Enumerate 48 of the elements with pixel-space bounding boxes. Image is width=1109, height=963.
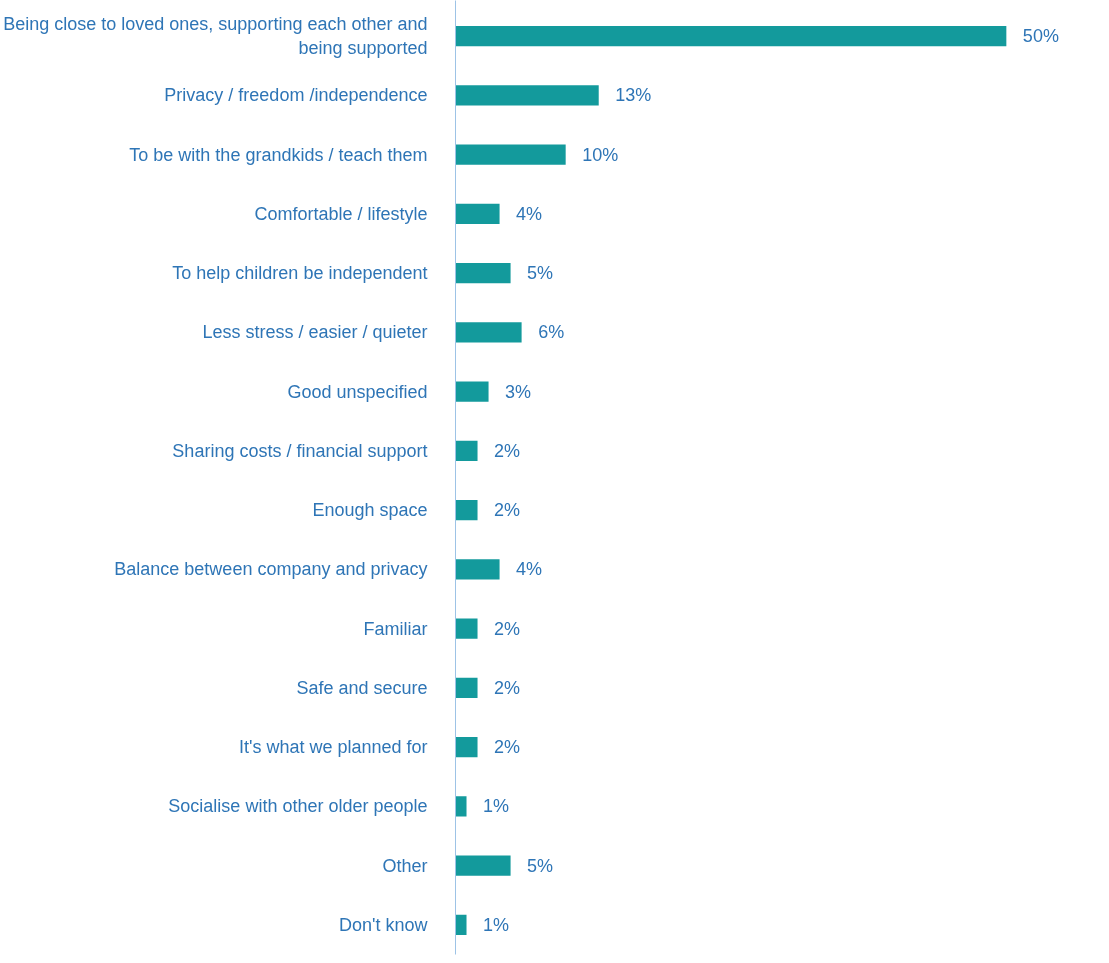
data-label: 5% (527, 855, 554, 876)
data-label: 1% (483, 914, 510, 935)
data-label: 2% (494, 737, 521, 758)
data-label: 4% (516, 203, 543, 224)
bar (455, 500, 478, 521)
y-tick-label: It's what we planned for (238, 737, 428, 758)
bar (455, 677, 478, 698)
data-label: 2% (494, 440, 521, 461)
y-tick-label: Familiar (363, 618, 428, 639)
y-tick-label: Socialise with other older people (168, 796, 428, 817)
y-tick-label: To be with the grandkids / teach them (129, 144, 428, 165)
y-tick-label: Less stress / easier / quieter (202, 322, 428, 343)
y-tick-label: Being close to loved ones, supporting each other and being supported (3, 14, 428, 59)
y-tick-label: Balance between company and privacy (114, 559, 428, 580)
y-tick-label: Privacy / freedom /independence (164, 85, 428, 106)
data-label: 2% (494, 500, 521, 521)
y-tick-label: Comfortable / lifestyle (254, 203, 428, 224)
bar (455, 25, 1007, 47)
data-label: 2% (494, 618, 521, 639)
bar (455, 440, 478, 461)
data-label: 5% (527, 263, 554, 284)
bar (455, 85, 599, 106)
data-label: 10% (582, 144, 619, 165)
data-label: 1% (483, 796, 510, 817)
bar (455, 203, 500, 224)
data-label: 2% (494, 677, 521, 698)
data-label: 6% (538, 322, 565, 343)
y-tick-label: Good unspecified (287, 381, 428, 402)
bar (455, 144, 566, 165)
y-tick-label: Other (382, 855, 428, 876)
bar (455, 263, 511, 284)
bar (455, 559, 500, 580)
y-tick-label: Sharing costs / financial support (172, 440, 428, 461)
y-tick-label: Don't know (339, 914, 429, 935)
bar (455, 381, 489, 402)
y-tick-label: To help children be independent (172, 263, 428, 284)
data-label: 4% (516, 559, 543, 580)
y-tick-label: Enough space (312, 500, 428, 521)
y-tick-label: Safe and secure (296, 677, 428, 698)
bar (455, 914, 467, 935)
bar (455, 322, 522, 343)
data-label: 13% (615, 85, 652, 106)
data-label: 3% (505, 381, 532, 402)
bar (455, 737, 478, 758)
bar (455, 796, 467, 817)
bar (455, 618, 478, 639)
data-label: 50% (1022, 26, 1059, 47)
bar (455, 855, 511, 876)
